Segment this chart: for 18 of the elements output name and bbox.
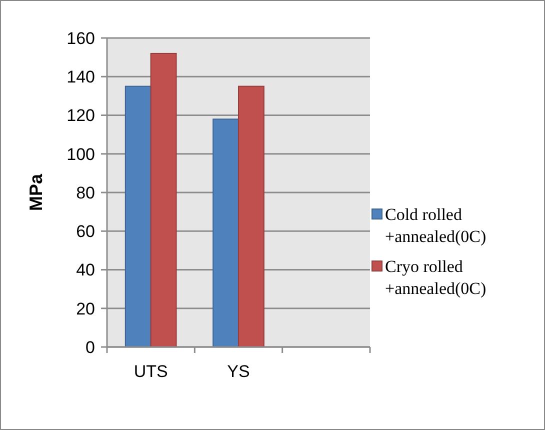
bar bbox=[150, 52, 177, 348]
y-tick-label: 100 bbox=[66, 144, 95, 164]
bar bbox=[124, 86, 152, 348]
bar bbox=[238, 86, 264, 348]
y-tick-label: 0 bbox=[86, 338, 95, 357]
y-tick-label: 60 bbox=[76, 222, 95, 242]
y-axis-title: MPa bbox=[26, 173, 46, 212]
legend-label: Cryo rolled +annealed(0C) bbox=[385, 257, 486, 298]
x-tick-label: YS bbox=[227, 362, 250, 381]
y-tick-label: 160 bbox=[66, 28, 95, 48]
legend-label: Cold rolled +annealed(0C) bbox=[385, 205, 486, 246]
x-tick-label: UTS bbox=[134, 362, 168, 381]
y-tick-label: 140 bbox=[66, 68, 95, 87]
bar bbox=[212, 118, 239, 348]
y-tick-label: 20 bbox=[76, 299, 95, 318]
y-tick-label: 80 bbox=[76, 183, 95, 202]
y-tick-label: 120 bbox=[66, 106, 95, 126]
y-tick-label: 40 bbox=[76, 260, 95, 280]
